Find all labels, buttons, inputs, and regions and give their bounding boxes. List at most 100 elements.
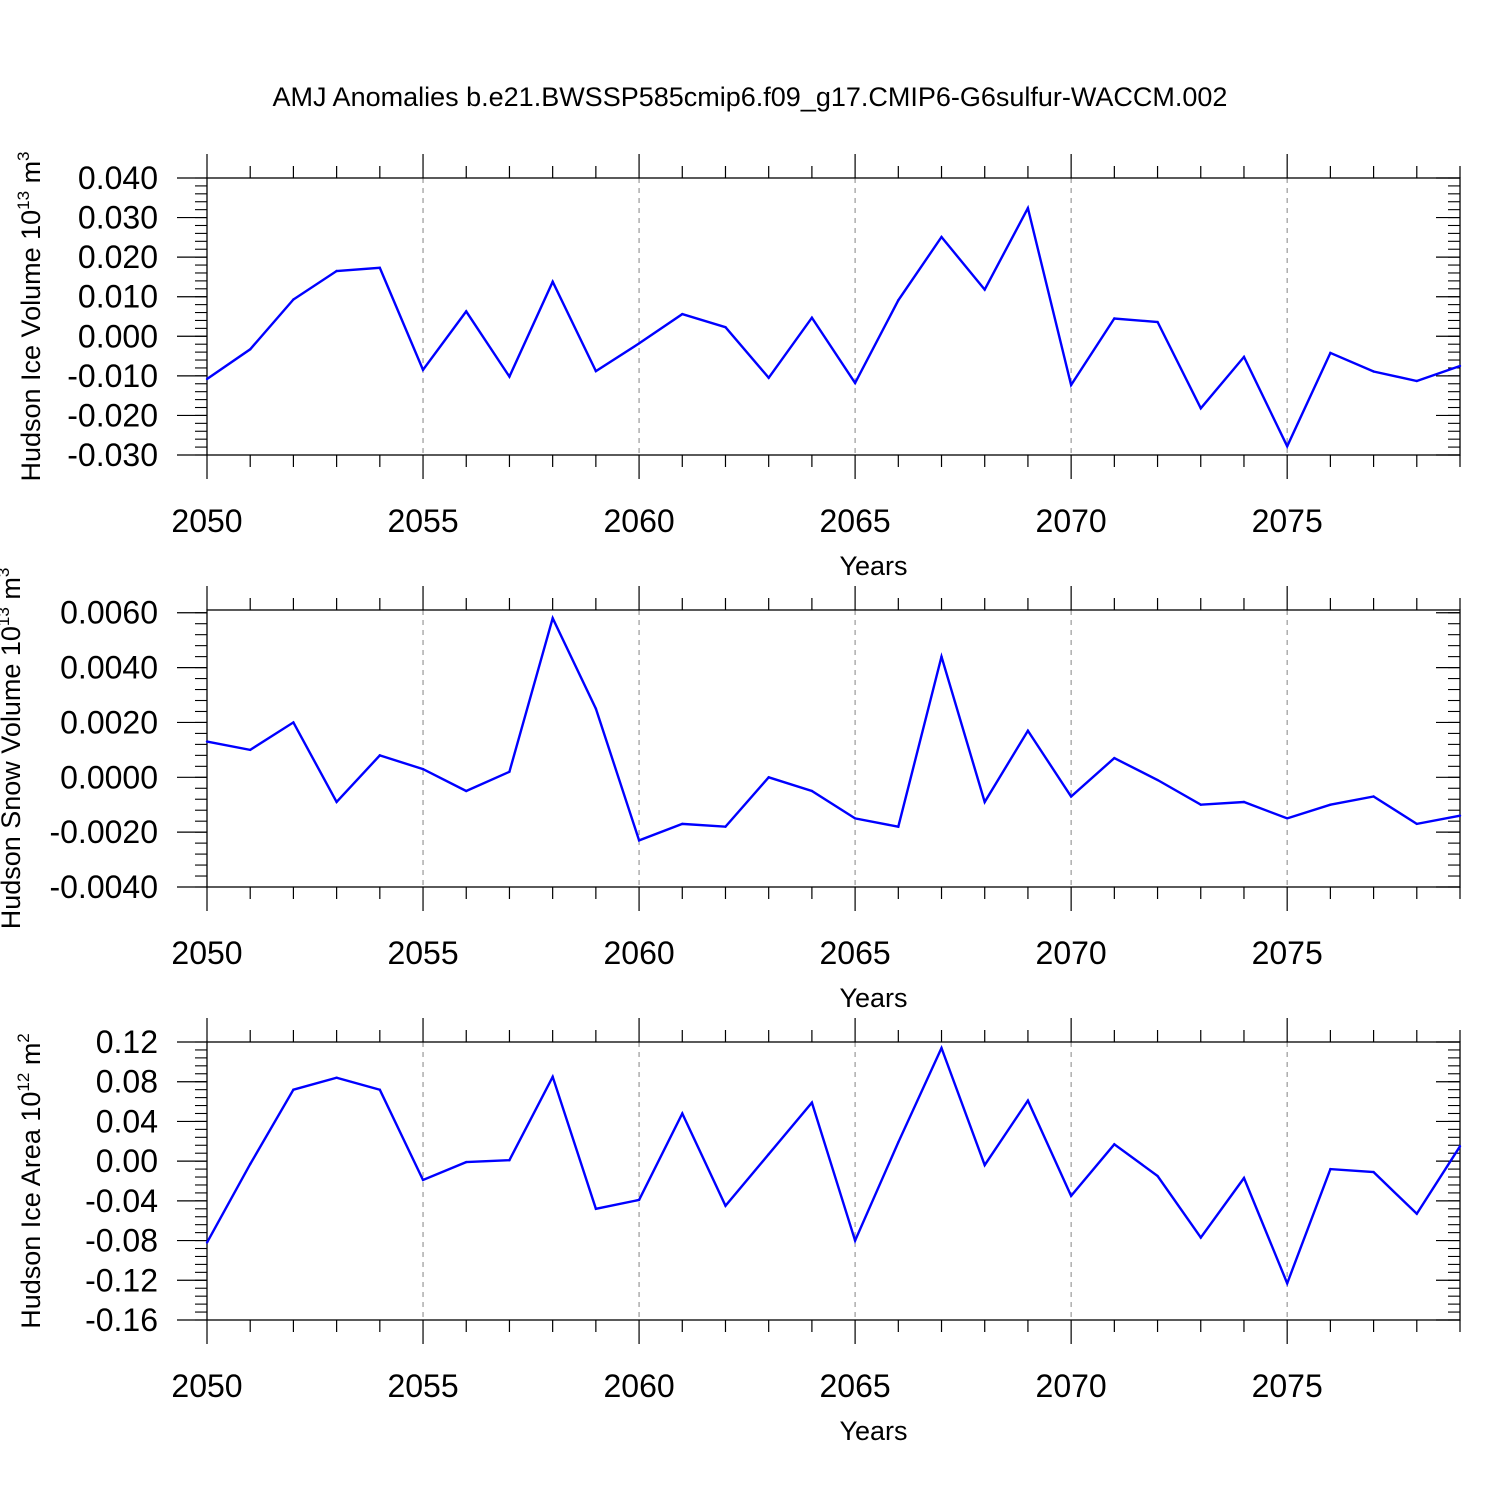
x-tick-label: 2050 [171, 935, 242, 971]
data-point [594, 369, 598, 373]
y-axis-label-exponent: 13 [14, 191, 33, 210]
data-point [1199, 1236, 1202, 1239]
data-point [897, 1141, 900, 1144]
panel-3: 2050 2055 2060 2065 2070 2075Years-0.16-0.12-… [14, 1018, 1462, 1446]
y-axis-label: Hudson Ice Volume 1013 m3 [14, 151, 46, 481]
y-tick-label: 0.040 [78, 160, 158, 196]
series-line [206, 614, 1461, 842]
data-point [465, 1160, 468, 1164]
x-tick-label: 2060 [603, 503, 674, 539]
x-tick-label: 2070 [1036, 503, 1107, 539]
data-point [1458, 814, 1462, 817]
y-axis-label-exponent: 12 [14, 1073, 33, 1092]
data-point [1242, 800, 1246, 804]
data-point [551, 280, 554, 283]
data-point [1458, 364, 1462, 368]
data-point [637, 342, 641, 345]
y-tick-label: -0.04 [85, 1183, 158, 1219]
y-tick-label: -0.12 [85, 1262, 158, 1298]
data-point [1242, 1176, 1246, 1180]
data-point [1372, 370, 1375, 373]
x-tick-label: 2055 [387, 1368, 458, 1404]
data-point [421, 368, 425, 372]
data-point [205, 740, 209, 743]
y-tick-label: -0.0040 [49, 869, 158, 905]
data-point [724, 825, 727, 828]
x-tick-label: 2070 [1036, 1368, 1107, 1404]
y-tick-label: -0.08 [85, 1223, 158, 1259]
data-point [1156, 320, 1159, 324]
y-tick-label: -0.16 [85, 1302, 158, 1338]
data-point [853, 1239, 857, 1242]
data-point [292, 721, 295, 724]
y-tick-label: 0.010 [78, 279, 158, 315]
plot-frame [206, 177, 1461, 456]
y-axis-label: Hudson Snow Volume 1013 m3 [0, 568, 26, 930]
data-point [421, 1178, 425, 1182]
data-point [378, 266, 382, 270]
series-line [206, 204, 1461, 450]
y-tick-label: 0.12 [96, 1024, 158, 1060]
data-point [1026, 729, 1030, 732]
y-axis-label-unit: m [16, 161, 46, 191]
data-point [681, 312, 684, 316]
y-tick-label: 0.0000 [60, 759, 158, 795]
panels: 2050 2055 2060 2065 2070 2075 Years -0.030 -0.02… [0, 151, 1462, 1446]
data-point [767, 376, 770, 380]
data-point [810, 316, 814, 319]
data-point [940, 235, 943, 239]
data-point [378, 754, 382, 757]
data-point [1285, 817, 1289, 820]
y-tick-label: 0.0060 [60, 595, 158, 631]
data-point [637, 1198, 641, 1202]
data-point [551, 1075, 554, 1078]
data-point [1285, 1282, 1289, 1285]
x-tick-label: 2055 [387, 503, 458, 539]
data-point [465, 789, 468, 793]
series-line [205, 1044, 1462, 1287]
data-point [724, 1204, 727, 1208]
data-point [508, 375, 511, 378]
data-point [594, 707, 598, 710]
y-tick-label: -0.010 [67, 358, 158, 394]
data-point [681, 1112, 684, 1115]
y-tick-label: -0.0020 [49, 814, 158, 850]
data-point [767, 1152, 770, 1156]
x-tick-label: 2070 [1036, 935, 1107, 971]
data-point [1069, 1194, 1073, 1198]
data-point [983, 800, 986, 804]
data-point [767, 776, 770, 779]
y-tick-label: -0.030 [67, 437, 158, 473]
y-tick-label: 0.030 [78, 200, 158, 236]
data-point [897, 299, 900, 302]
data-point [1199, 803, 1202, 806]
x-axis-label: Years [839, 983, 907, 1013]
x-tick-label: 2075 [1252, 503, 1323, 539]
panel-2: 2050 2055 2060 2065 2070 2075 Years -0.0040 -0.0… [0, 568, 1462, 1013]
data-point [1458, 1145, 1462, 1148]
data-point [1113, 1143, 1116, 1146]
data-point [205, 1241, 209, 1244]
data-point [1156, 778, 1159, 782]
data-point [335, 269, 338, 273]
data-point [1199, 407, 1202, 410]
data-point [551, 617, 554, 620]
data-point [335, 800, 338, 804]
x-tick-label: 2075 [1252, 1368, 1323, 1404]
plot-frame [206, 609, 1461, 888]
x-axis-label: Years [839, 551, 907, 581]
x-tick-label: 2065 [820, 1368, 891, 1404]
data-point [983, 288, 986, 291]
data-point [897, 825, 900, 828]
data-point [724, 325, 727, 329]
data-point [1113, 756, 1116, 760]
data-point [1026, 206, 1030, 210]
data-point [853, 817, 857, 820]
data-point [1069, 383, 1073, 387]
y-axis-label-unit-exponent: 2 [14, 1033, 33, 1042]
data-point [1285, 445, 1289, 448]
data-point [1415, 1212, 1418, 1215]
data-point [810, 789, 814, 793]
y-axis-label-exponent: 13 [0, 607, 13, 626]
panel-1: 2050 2055 2060 2065 2070 2075 Years -0.030 -0.02… [14, 151, 1462, 581]
